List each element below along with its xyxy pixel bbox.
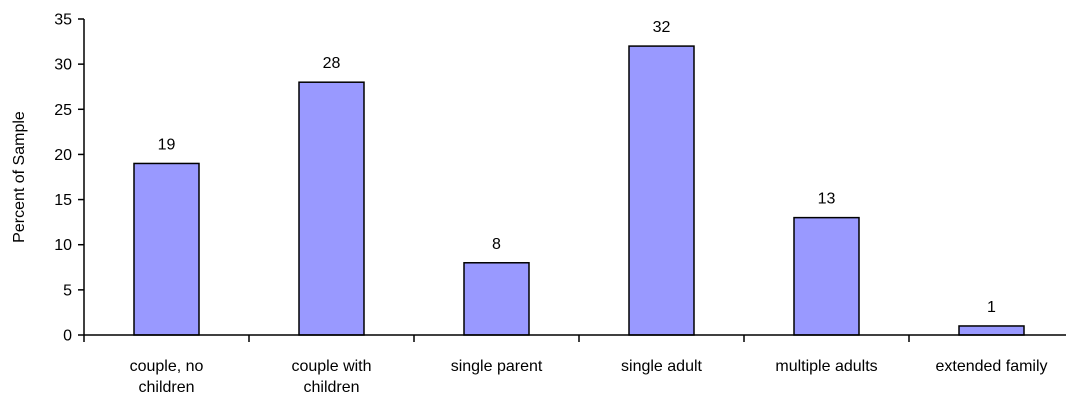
bar-value-label: 8 <box>492 236 501 253</box>
y-tick-label: 0 <box>63 328 72 345</box>
category-label: children <box>303 379 359 396</box>
y-tick-label: 5 <box>63 282 72 299</box>
bars <box>133 45 1025 336</box>
category-label: multiple adults <box>775 358 877 375</box>
category-label: couple with <box>291 358 371 375</box>
y-tick-label: 10 <box>54 237 72 254</box>
bar <box>793 216 860 336</box>
bar-value-label: 28 <box>323 55 341 72</box>
bar-value-label: 19 <box>158 136 176 153</box>
y-axis-ticks: 0 5 10 15 20 25 30 35 <box>54 12 84 345</box>
category-labels: couple, no children couple with children sin… <box>130 358 1048 396</box>
bar-value-label: 32 <box>653 19 671 36</box>
bar <box>628 45 695 336</box>
bar-value-label: 1 <box>987 299 996 316</box>
bar-value-label: 13 <box>818 191 836 208</box>
y-tick-label: 30 <box>54 57 72 74</box>
y-tick-label: 25 <box>54 102 72 119</box>
bar <box>958 325 1025 336</box>
category-label: children <box>138 379 194 396</box>
category-label: single adult <box>621 358 703 375</box>
x-axis-ticks <box>83 335 910 342</box>
category-label: single parent <box>451 358 543 375</box>
bar <box>133 162 200 336</box>
bar <box>298 81 365 336</box>
category-label: extended family <box>935 358 1047 375</box>
bar <box>463 262 530 336</box>
category-label: couple, no <box>130 358 204 375</box>
y-tick-label: 35 <box>54 12 72 29</box>
data-labels: 19 28 8 32 13 1 <box>158 19 996 316</box>
y-tick-label: 20 <box>54 147 72 164</box>
y-axis-title: Percent of Sample <box>11 111 28 243</box>
y-tick-label: 15 <box>54 192 72 209</box>
